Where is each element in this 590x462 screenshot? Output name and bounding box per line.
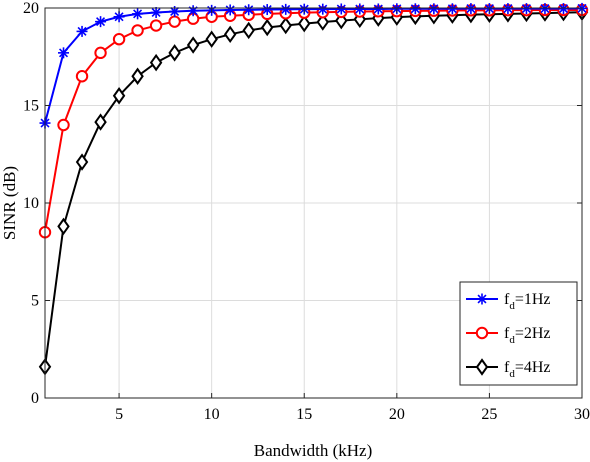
x-axis-label: Bandwidth (kHz) — [254, 441, 373, 460]
data-point-circle — [112, 33, 126, 46]
data-point-circle — [149, 19, 163, 32]
x-tick-label: 10 — [204, 406, 220, 423]
data-point-asterisk — [317, 3, 329, 15]
data-point-asterisk — [372, 3, 384, 15]
x-tick-label: 20 — [389, 406, 405, 423]
data-point-diamond — [94, 113, 107, 131]
legend-entry: fd=1Hz — [466, 291, 551, 312]
data-point-diamond — [223, 25, 237, 44]
data-point-asterisk — [520, 3, 532, 15]
data-point-circle — [94, 46, 107, 60]
data-point-asterisk — [150, 6, 162, 18]
data-point-diamond — [242, 21, 255, 40]
data-point-diamond — [131, 67, 144, 85]
data-point-diamond — [57, 217, 70, 236]
data-point-asterisk — [95, 16, 107, 28]
legend-label: fd=1Hz — [504, 291, 551, 312]
data-point-diamond — [279, 16, 292, 35]
data-point-asterisk — [465, 3, 477, 15]
x-tick-label: 15 — [296, 406, 312, 423]
y-tick-label: 5 — [31, 293, 39, 310]
y-axis-label: SINR (dB) — [0, 166, 19, 240]
data-point-asterisk — [243, 4, 255, 16]
data-point-diamond — [168, 44, 181, 62]
legend-entry: fd=4Hz — [466, 358, 551, 380]
legend-label: fd=4Hz — [504, 359, 551, 380]
data-point-asterisk — [476, 293, 488, 305]
data-point-diamond — [475, 358, 489, 376]
x-tick-label: 30 — [574, 406, 590, 423]
data-point-asterisk — [58, 47, 70, 59]
data-point-asterisk — [354, 3, 366, 15]
data-point-asterisk — [261, 4, 273, 16]
data-point-asterisk — [539, 3, 551, 15]
x-tick-label: 5 — [115, 406, 123, 423]
data-point-circle — [168, 15, 181, 28]
legend-label: fd=2Hz — [504, 325, 551, 346]
data-point-diamond — [298, 14, 311, 33]
data-point-asterisk — [132, 8, 144, 20]
data-point-asterisk — [280, 3, 292, 15]
data-point-asterisk — [428, 3, 440, 15]
data-point-circle — [75, 70, 89, 83]
data-point-asterisk — [169, 6, 181, 18]
data-point-asterisk — [113, 11, 125, 23]
y-tick-label: 0 — [31, 390, 39, 407]
y-tick-label: 20 — [23, 0, 39, 17]
x-tick-label: 25 — [481, 406, 497, 423]
data-point-asterisk — [409, 3, 421, 15]
data-point-circle — [475, 326, 489, 340]
data-point-asterisk — [335, 3, 347, 15]
data-point-asterisk — [446, 3, 458, 15]
data-point-circle — [131, 24, 144, 37]
data-point-diamond — [260, 18, 274, 37]
data-point-diamond — [149, 53, 163, 72]
y-tick-label: 10 — [23, 195, 39, 212]
data-point-circle — [57, 118, 70, 132]
data-point-diamond — [112, 87, 126, 105]
axis-ticks: 5 10 15 20 25 30 0 5 10 15 20 — [23, 0, 590, 423]
data-point-asterisk — [557, 3, 569, 15]
legend-entry: fd=2Hz — [466, 325, 551, 346]
data-point-asterisk — [187, 5, 199, 17]
data-point-diamond — [205, 30, 218, 48]
data-point-asterisk — [502, 3, 514, 15]
data-point-diamond — [75, 153, 89, 171]
data-point-asterisk — [76, 25, 88, 37]
data-point-asterisk — [224, 4, 236, 16]
data-point-diamond — [335, 11, 348, 30]
legend: fd=1Hz fd=2Hz fd=4Hz — [459, 281, 578, 386]
data-point-diamond — [316, 13, 329, 31]
data-point-diamond — [186, 36, 200, 54]
y-tick-label: 15 — [23, 98, 39, 115]
